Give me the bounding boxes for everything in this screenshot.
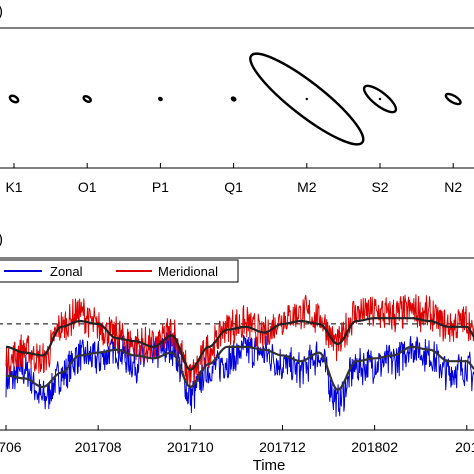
x-tick-label-3: 201712 [259,439,306,455]
legend-label-zonal: Zonal [50,264,83,279]
ellipse-center-m2 [305,97,308,101]
series-zonal [5,330,474,417]
legend: Zonal Meridional [0,259,239,283]
tick-label-p1: P1 [152,179,169,195]
series-meridional-smoothed [5,317,474,371]
ellipse-p1 [157,96,163,102]
x-tick-label-0: 1706 [0,439,22,455]
tick-label-m2: M2 [297,179,317,195]
x-axis-label: Time [253,457,286,474]
x-tick-label-1: 201708 [75,439,122,455]
ellipse-s2 [362,84,398,114]
panel-b-axes-box [0,257,474,431]
x-tick-label-2: 201710 [167,439,214,455]
tick-label-k1: K1 [5,179,22,195]
tick-label-s2: S2 [371,179,388,195]
legend-label-meridional: Meridional [158,264,218,279]
panel-b-label: ) [0,231,3,248]
ellipse-q1 [230,96,237,102]
tick-label-o1: O1 [78,179,97,195]
ellipse-m2 [249,52,365,146]
x-tick-label-4: 201802 [351,439,398,455]
tick-label-n2: N2 [444,179,462,195]
ellipse-n2 [444,92,462,106]
panel-a-label: ) [0,3,3,20]
panel-tidal-ellipses: ) K1 O1 P1 Q1 M2 S2 N2 [0,3,474,195]
ellipse-center-s2 [378,97,382,101]
series-zonal-smoothed [5,345,474,391]
panel-velocity-timeseries: ) 1706 201708 201710 201712 201802 201 Time Z… [0,231,474,474]
x-tick-label-5: 201 [455,439,474,455]
panel-a-axes-box [0,27,474,169]
ellipse-k1 [8,94,20,104]
tick-label-q1: Q1 [224,179,243,195]
series-meridional [5,294,474,388]
ellipse-o1 [82,95,92,103]
